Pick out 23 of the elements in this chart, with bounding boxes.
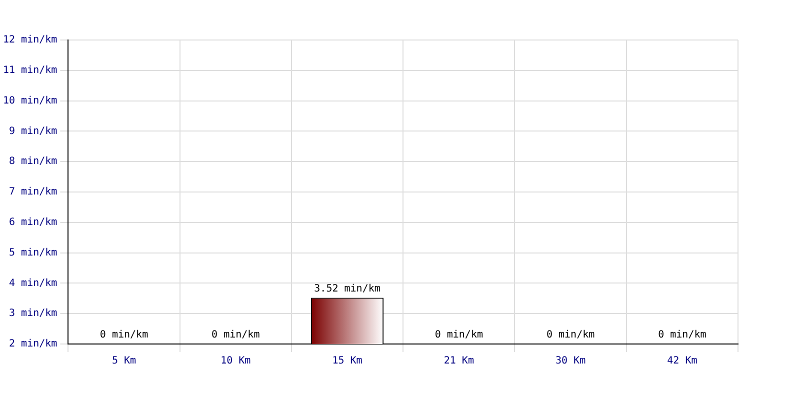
- data-label: 3.52 min/km: [314, 283, 380, 294]
- y-tick-label: 2 min/km: [9, 338, 58, 350]
- x-tick-label: 5 Km: [112, 356, 136, 367]
- y-tick-label: 8 min/km: [9, 156, 58, 168]
- y-tick-label: 3 min/km: [9, 308, 58, 320]
- text: 0 min/km: [658, 330, 706, 341]
- y-tick-label: 6 min/km: [9, 216, 58, 228]
- x-tick-label: 21 Km: [444, 356, 474, 367]
- y-tick-label: 12 min/km: [2, 34, 58, 46]
- y-tick-label: 11 min/km: [2, 64, 58, 76]
- x-tick-label: 15 Km: [332, 356, 362, 367]
- y-tick-label: 5 min/km: [9, 247, 58, 258]
- y-tick-label: 4 min/km: [9, 278, 58, 289]
- text: 0 min/km: [434, 330, 483, 341]
- text: 0 min/km: [212, 330, 260, 341]
- y-tick-label: 10 min/km: [2, 95, 58, 106]
- x-tick-label: 30 Km: [555, 356, 586, 367]
- text: 0 min/km: [100, 330, 148, 341]
- y-tick-label: 7 min/km: [9, 186, 58, 198]
- x-tick-label: 42 Km: [667, 356, 698, 367]
- x-tick-label: 10 Km: [220, 356, 251, 367]
- text: 0 min/km: [546, 330, 595, 341]
- y-tick-label: 9 min/km: [9, 126, 58, 137]
